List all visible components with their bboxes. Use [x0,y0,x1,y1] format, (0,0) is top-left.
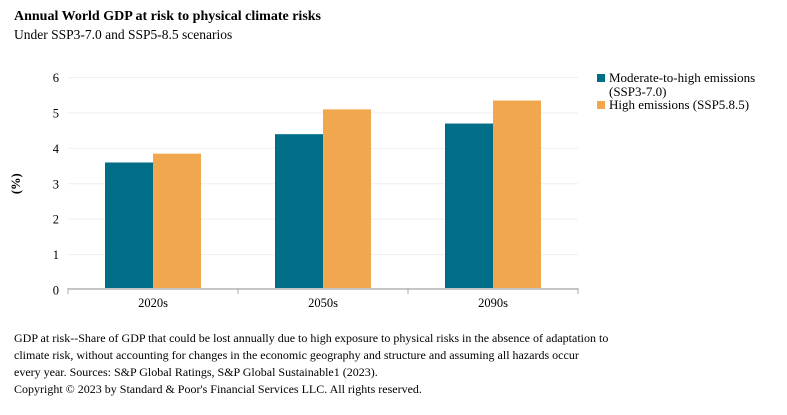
x-axis [67,288,579,294]
chart-subtitle: Under SSP3-7.0 and SSP5-8.5 scenarios [14,27,233,42]
footnote: GDP at risk--Share of GDP that could be … [14,330,774,398]
chart-header: Annual World GDP at risk to physical cli… [14,8,321,44]
y-tick-label: 5 [53,106,59,120]
bar-2090s-series1 [493,100,541,290]
bar-2090s-series0 [445,123,493,290]
legend-item-ssp5: High emissions (SSP5.8.5) [597,98,785,112]
footnote-line: GDP at risk--Share of GDP that could be … [14,331,609,345]
chart-title: Annual World GDP at risk to physical cli… [14,9,321,24]
chart-region: 0 1 2 3 4 5 6 (%) 2020s 2050s 2090s Moderate-to-hi… [0,60,787,320]
copyright-line: Copyright © 2023 by Standard & Poor's Fi… [14,382,422,396]
y-axis-title: (%) [9,173,23,194]
legend-label-line: (SSP3-7.0) [609,83,667,99]
x-category-label: 2090s [478,296,508,310]
x-category-label: 2020s [138,296,168,310]
bar-2050s-series1 [323,109,371,290]
x-category-label: 2050s [308,296,338,310]
footnote-line: every year. Sources: S&P Global Ratings,… [14,365,378,379]
gdp-risk-bar-chart: 0 1 2 3 4 5 6 (%) 2020s 2050s 2090s [9,71,579,310]
y-tick-label: 2 [53,213,59,227]
legend-label-ssp5: High emissions (SSP5.8.5) [609,98,749,112]
chart-legend: Moderate-to-high emissions (SSP3-7.0) Hi… [597,71,785,112]
y-tick-label: 3 [53,177,59,191]
y-axis-labels: 0 1 2 3 4 5 6 [53,71,60,298]
legend-swatch-ssp3-icon [597,74,605,82]
legend-label-ssp3: Moderate-to-high emissions (SSP3-7.0) [609,71,755,98]
legend-label-line: High emissions (SSP5.8.5) [609,97,750,112]
footnote-line: climate risk, without accounting for cha… [14,348,579,362]
bar-2050s-series0 [275,134,323,290]
legend-item-ssp3: Moderate-to-high emissions (SSP3-7.0) [597,71,785,98]
y-tick-label: 6 [53,71,59,85]
bars: 2020s 2050s 2090s [105,100,541,310]
y-tick-label: 4 [53,142,60,156]
y-tick-label: 1 [53,248,59,262]
legend-label-line: Moderate-to-high emissions [609,70,756,85]
bar-2020s-series1 [153,153,201,290]
bar-2020s-series0 [105,162,153,290]
legend-swatch-ssp5-icon [597,101,605,109]
y-tick-label: 0 [53,284,59,298]
